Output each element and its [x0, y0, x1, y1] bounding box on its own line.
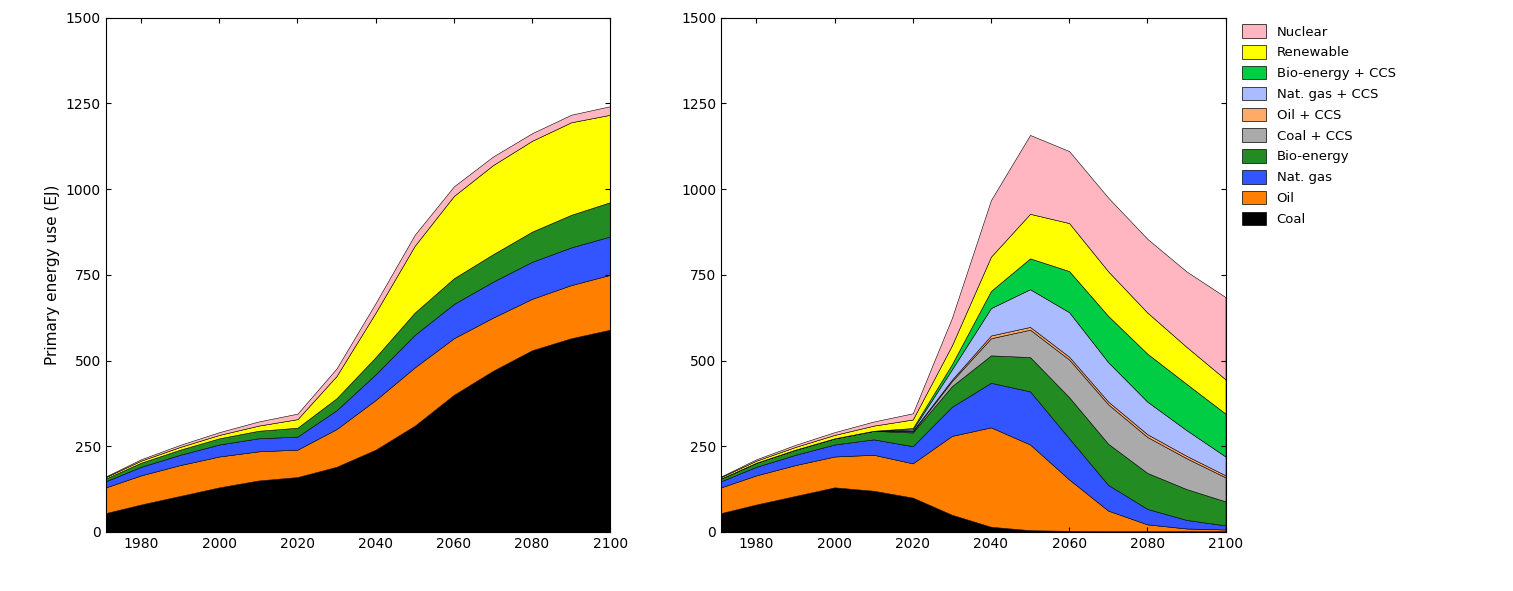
Legend: Nuclear, Renewable, Bio-energy + CCS, Nat. gas + CCS, Oil + CCS, Coal + CCS, Bio: Nuclear, Renewable, Bio-energy + CCS, Na…: [1242, 24, 1395, 226]
Y-axis label: Primary energy use (EJ): Primary energy use (EJ): [45, 184, 61, 365]
